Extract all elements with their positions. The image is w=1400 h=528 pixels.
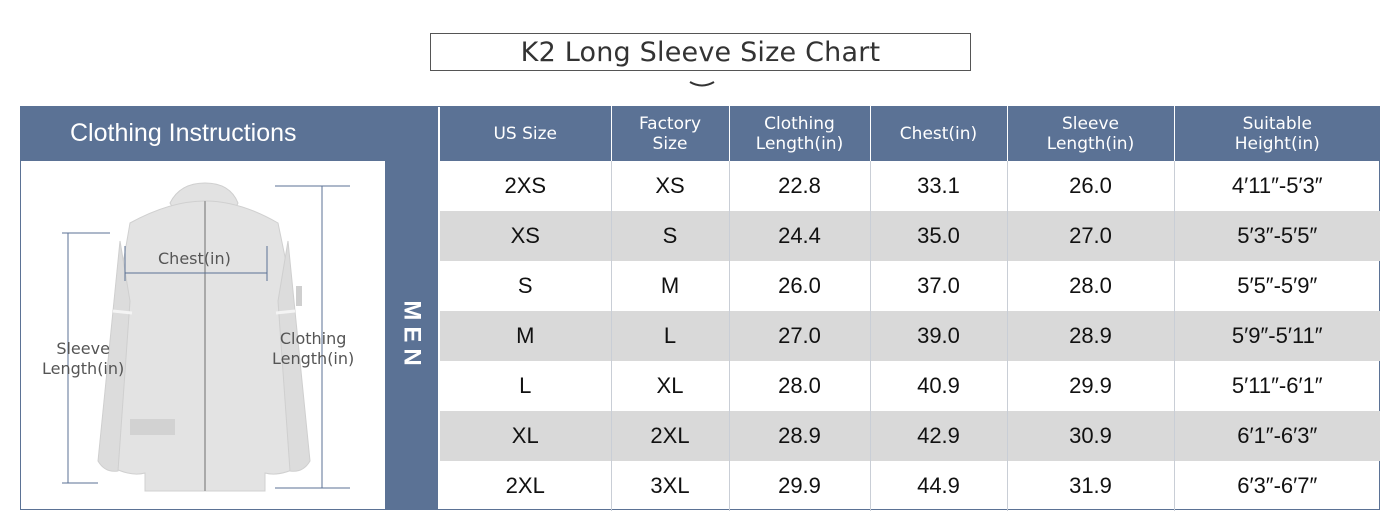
cell-suitable-height: 5′5″-5′9″ bbox=[1173, 261, 1380, 311]
header-factory-size: Factory Size bbox=[610, 106, 729, 161]
header-us-size-line: US Size bbox=[493, 123, 558, 144]
table-row: S M 26.0 37.0 28.0 5′5″-5′9″ bbox=[440, 261, 1380, 311]
header-clothing-length: Clothing Length(in) bbox=[728, 106, 870, 161]
cell-clothing-length: 24.4 bbox=[728, 211, 870, 261]
cell-factory-size: 2XL bbox=[610, 411, 729, 461]
table-row: M L 27.0 39.0 28.9 5′9″-5′11″ bbox=[440, 311, 1380, 361]
gender-label-wrap: MEN bbox=[385, 161, 438, 510]
gender-band bbox=[385, 161, 438, 510]
cell-factory-size: S bbox=[610, 211, 729, 261]
cell-chest: 42.9 bbox=[869, 411, 1007, 461]
chest-label: Chest(in) bbox=[158, 249, 231, 268]
header-sleeve-length-line: Sleeve bbox=[1062, 113, 1119, 134]
cell-us-size: L bbox=[519, 373, 532, 398]
cell-suitable-height: 4′11″-5′3″ bbox=[1173, 161, 1380, 211]
header-chest: Chest(in) bbox=[869, 106, 1007, 161]
cell-chest: 33.1 bbox=[869, 161, 1007, 211]
cell-clothing-length: 28.9 bbox=[728, 411, 870, 461]
chart-title: K2 Long Sleeve Size Chart bbox=[430, 33, 971, 71]
header-suitable-height-line: Suitable bbox=[1242, 113, 1312, 134]
header-clothing-length-line: Length(in) bbox=[755, 133, 844, 154]
gender-label: MEN bbox=[398, 299, 426, 372]
cell-us-size: M bbox=[440, 311, 611, 361]
cell-sleeve-length: 27.0 bbox=[1006, 211, 1174, 261]
cell-us-size: XS bbox=[440, 211, 611, 261]
cell-suitable-height: 5′3″-5′5″ bbox=[1173, 211, 1380, 261]
cell-us-size: XL bbox=[440, 411, 611, 461]
size-table-header: US Size Factory Size Clothing Length(in) Ches… bbox=[440, 106, 1380, 161]
cell-factory-size: XL bbox=[610, 361, 729, 411]
header-suitable-height-line: Height(in) bbox=[1234, 133, 1320, 154]
cell-us-size: 2XS bbox=[504, 173, 547, 198]
cell-us-size: 2XL bbox=[505, 473, 545, 498]
cell-sleeve-length: 31.9 bbox=[1006, 461, 1174, 511]
cell-factory-size: 3XL bbox=[610, 461, 729, 511]
table-row: L XL 28.0 40.9 29.9 5′11″-6′1″ bbox=[440, 361, 1380, 411]
cell-clothing-length: 22.8 bbox=[728, 161, 870, 211]
size-table: US Size Factory Size Clothing Length(in) Ches… bbox=[440, 106, 1380, 511]
title-underline-mark bbox=[689, 81, 715, 87]
cell-sleeve-length: 29.9 bbox=[1006, 361, 1174, 411]
cell-clothing-length: 27.0 bbox=[728, 311, 870, 361]
header-sleeve-length-line: Length(in) bbox=[1046, 133, 1135, 154]
cell-us-size: S bbox=[517, 273, 533, 298]
header-factory-size-line: Size bbox=[652, 133, 688, 154]
table-row: XL 2XL 28.9 42.9 30.9 6′1″-6′3″ bbox=[440, 411, 1380, 461]
header-sleeve-length: Sleeve Length(in) bbox=[1006, 106, 1174, 161]
header-chest-line: Chest(in) bbox=[899, 123, 978, 144]
cell-clothing-length: 26.0 bbox=[728, 261, 870, 311]
cell-chest: 44.9 bbox=[869, 461, 1007, 511]
cell-suitable-height: 5′11″-6′1″ bbox=[1173, 361, 1380, 411]
cell-chest: 40.9 bbox=[869, 361, 1007, 411]
header-us-size: US Size bbox=[440, 106, 611, 161]
table-row: 2XL 3XL 29.9 44.9 31.9 6′3″-6′7″ bbox=[440, 461, 1380, 511]
sleeve-length-label: Sleeve Length(in) bbox=[42, 339, 125, 378]
clothing-length-label: Clothing Length(in) bbox=[272, 329, 355, 368]
cell-sleeve-length: 30.9 bbox=[1006, 411, 1174, 461]
clothing-instructions-header: Clothing Instructions bbox=[20, 106, 438, 161]
cell-clothing-length: 28.0 bbox=[728, 361, 870, 411]
cell-chest: 35.0 bbox=[869, 211, 1007, 261]
table-row: 2XS XS 22.8 33.1 26.0 4′11″-5′3″ bbox=[440, 161, 1380, 211]
cell-chest: 39.0 bbox=[869, 311, 1007, 361]
cell-chest: 37.0 bbox=[869, 261, 1007, 311]
cell-factory-size: XS bbox=[610, 161, 729, 211]
cell-sleeve-length: 28.0 bbox=[1006, 261, 1174, 311]
cell-factory-size: M bbox=[610, 261, 729, 311]
cell-suitable-height: 5′9″-5′11″ bbox=[1173, 311, 1380, 361]
table-row: XS S 24.4 35.0 27.0 5′3″-5′5″ bbox=[440, 211, 1380, 261]
cell-sleeve-length: 28.9 bbox=[1006, 311, 1174, 361]
header-suitable-height: Suitable Height(in) bbox=[1173, 106, 1380, 161]
garment-diagram: Chest(in) Sleeve Length(in) Clothing Len… bbox=[20, 161, 385, 510]
cell-clothing-length: 29.9 bbox=[728, 461, 870, 511]
header-factory-size-line: Factory bbox=[638, 113, 702, 134]
hoodie-illustration bbox=[62, 182, 350, 492]
cell-sleeve-length: 26.0 bbox=[1006, 161, 1174, 211]
header-clothing-length-line: Clothing bbox=[764, 113, 835, 134]
cell-suitable-height: 6′1″-6′3″ bbox=[1173, 411, 1380, 461]
cell-factory-size: L bbox=[610, 311, 729, 361]
cell-suitable-height: 6′3″-6′7″ bbox=[1173, 461, 1380, 511]
